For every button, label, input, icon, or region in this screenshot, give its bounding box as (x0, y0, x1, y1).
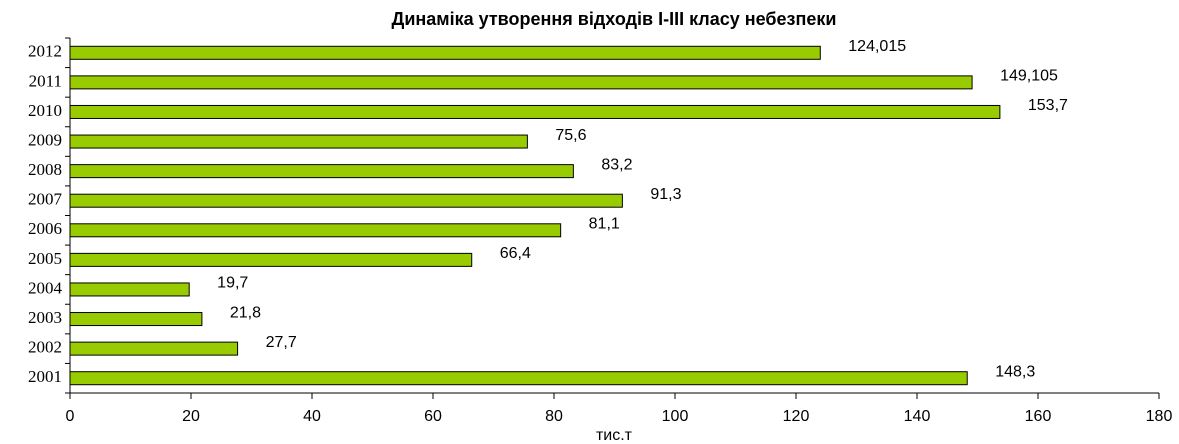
bar (69, 104, 1001, 119)
y-tick-label: 2012 (28, 42, 62, 61)
y-tick-label: 2003 (28, 308, 62, 327)
bar (69, 164, 574, 179)
x-tick-label: 0 (66, 408, 75, 425)
y-tick-label: 2006 (28, 219, 62, 238)
bar (69, 193, 623, 208)
x-tick-label: 40 (303, 408, 321, 425)
data-label: 148,3 (995, 363, 1035, 380)
y-tick-label: 2011 (29, 71, 62, 90)
bar (69, 223, 562, 238)
y-tick-label: 2009 (28, 130, 62, 149)
data-label: 124,015 (848, 38, 906, 55)
x-tick-label: 80 (545, 408, 563, 425)
y-tick-label: 2004 (28, 278, 63, 297)
y-tick-label: 2001 (28, 367, 62, 386)
data-label: 21,8 (230, 304, 261, 321)
data-label: 149,105 (1000, 68, 1058, 85)
x-axis-label: тис.т (596, 427, 633, 444)
y-tick-label: 2002 (28, 338, 62, 357)
data-label: 81,1 (589, 216, 620, 233)
data-label: 27,7 (266, 334, 297, 351)
bar (69, 282, 190, 297)
bar (69, 252, 473, 267)
data-label: 19,7 (217, 275, 248, 292)
x-tick-label: 60 (424, 408, 442, 425)
data-label: 91,3 (650, 186, 681, 203)
data-label: 83,2 (601, 156, 632, 173)
x-tick-label: 140 (904, 408, 931, 425)
x-tick-label: 20 (182, 408, 200, 425)
x-tick-label: 180 (1146, 408, 1173, 425)
x-tick-label: 160 (1025, 408, 1052, 425)
x-tick-label: 100 (662, 408, 689, 425)
y-tick-label: 2005 (28, 249, 62, 268)
y-tick-label: 2010 (28, 101, 62, 120)
bar (69, 75, 973, 90)
data-label: 153,7 (1028, 97, 1068, 114)
bar (69, 341, 239, 356)
chart-title: Динаміка утворення відходів І-ІІІ класу … (392, 9, 837, 29)
bar (69, 371, 968, 386)
y-tick-label: 2007 (28, 190, 63, 209)
data-label: 66,4 (500, 245, 531, 262)
y-tick-label: 2008 (28, 160, 62, 179)
bar (69, 312, 203, 327)
x-tick-label: 120 (783, 408, 810, 425)
bar (69, 45, 821, 60)
bar (69, 134, 528, 149)
data-label: 75,6 (555, 127, 586, 144)
